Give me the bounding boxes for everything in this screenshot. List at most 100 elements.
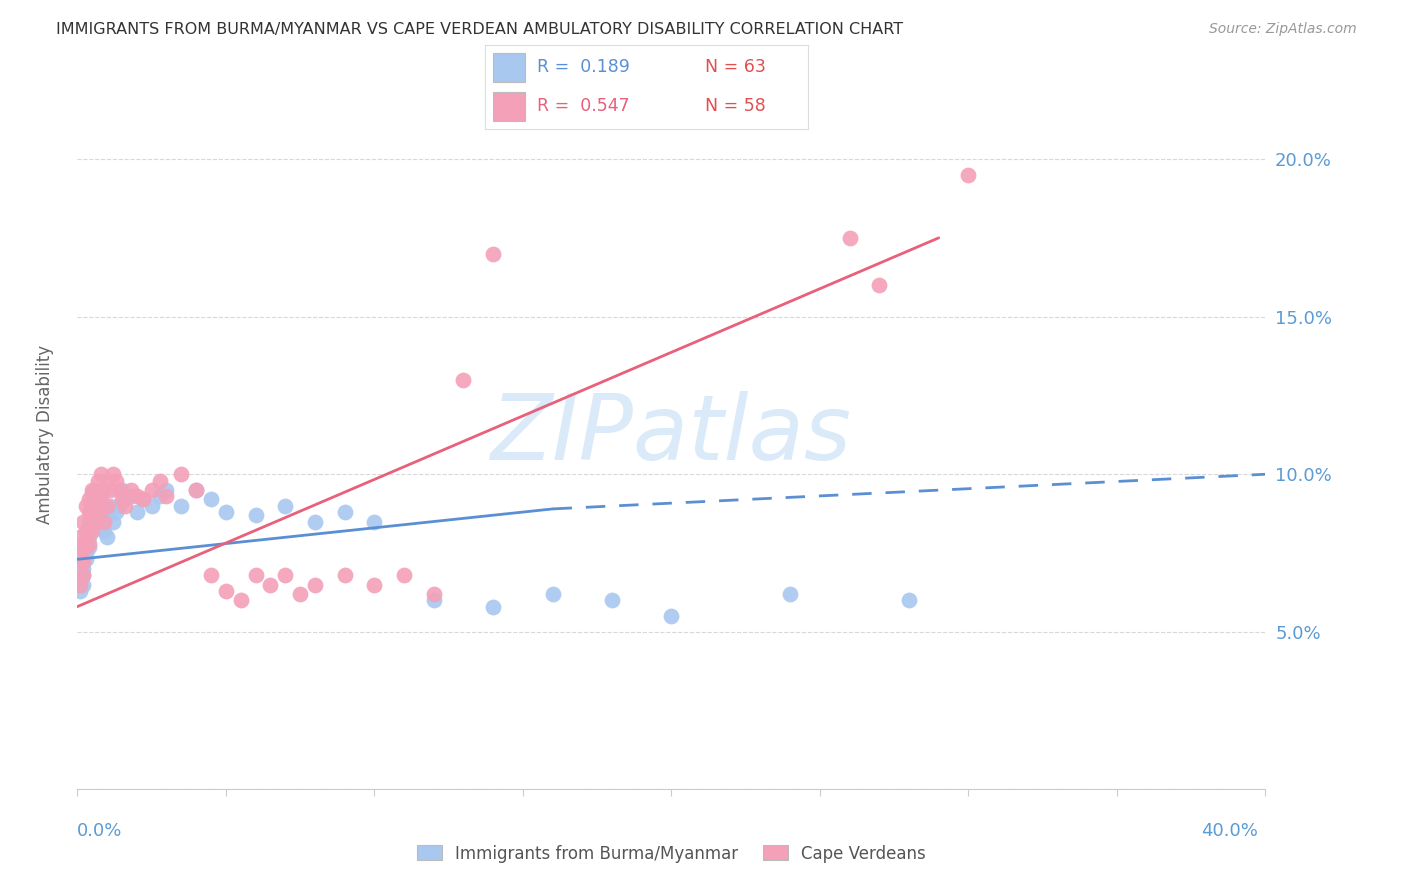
- Point: [72, 536, 94, 550]
- Point: [77, 515, 100, 529]
- FancyBboxPatch shape: [494, 92, 526, 120]
- Point: [304, 515, 326, 529]
- Point: [779, 587, 801, 601]
- Point: [333, 568, 356, 582]
- Point: [82, 486, 104, 500]
- Point: [114, 499, 136, 513]
- Point: [838, 231, 860, 245]
- Point: [72, 568, 94, 582]
- Point: [69, 552, 91, 566]
- Point: [101, 467, 124, 482]
- Point: [75, 499, 97, 513]
- Point: [69, 568, 91, 582]
- Point: [274, 568, 297, 582]
- Point: [82, 505, 104, 519]
- Point: [72, 556, 94, 570]
- Point: [363, 515, 385, 529]
- Point: [75, 524, 97, 538]
- Point: [93, 524, 115, 538]
- Point: [131, 492, 153, 507]
- Point: [259, 577, 281, 591]
- Point: [93, 515, 115, 529]
- Legend: Immigrants from Burma/Myanmar, Cape Verdeans: Immigrants from Burma/Myanmar, Cape Verd…: [416, 845, 927, 863]
- Text: ZIPatlas: ZIPatlas: [491, 391, 852, 479]
- Point: [200, 568, 222, 582]
- Y-axis label: Ambulatory Disability: Ambulatory Disability: [37, 345, 55, 524]
- Text: R =  0.547: R = 0.547: [537, 97, 630, 115]
- Point: [75, 552, 97, 566]
- Text: 40.0%: 40.0%: [1202, 822, 1258, 840]
- Point: [96, 499, 118, 513]
- Point: [69, 577, 91, 591]
- Point: [69, 556, 91, 570]
- Point: [170, 467, 193, 482]
- Point: [77, 492, 100, 507]
- Point: [868, 278, 890, 293]
- Point: [69, 546, 91, 560]
- Point: [72, 542, 94, 557]
- Point: [155, 489, 177, 503]
- Point: [69, 583, 91, 598]
- Text: Source: ZipAtlas.com: Source: ZipAtlas.com: [1209, 22, 1357, 37]
- Point: [200, 492, 222, 507]
- Point: [423, 587, 446, 601]
- Point: [87, 489, 110, 503]
- Point: [482, 246, 505, 260]
- Point: [69, 530, 91, 544]
- Point: [84, 483, 107, 497]
- Point: [87, 505, 110, 519]
- Point: [96, 530, 118, 544]
- Point: [149, 489, 172, 503]
- Point: [84, 489, 107, 503]
- Point: [75, 524, 97, 538]
- Point: [229, 593, 252, 607]
- Point: [120, 489, 142, 503]
- Point: [77, 540, 100, 554]
- Point: [333, 505, 356, 519]
- Point: [170, 499, 193, 513]
- Point: [82, 524, 104, 538]
- Point: [72, 568, 94, 582]
- Point: [75, 533, 97, 548]
- Point: [72, 577, 94, 591]
- Point: [77, 521, 100, 535]
- Point: [96, 474, 118, 488]
- Point: [111, 483, 134, 497]
- FancyBboxPatch shape: [494, 54, 526, 82]
- Point: [245, 508, 267, 523]
- Point: [392, 568, 415, 582]
- Point: [75, 536, 97, 550]
- Point: [111, 492, 134, 507]
- Point: [149, 474, 172, 488]
- Text: IMMIGRANTS FROM BURMA/MYANMAR VS CAPE VERDEAN AMBULATORY DISABILITY CORRELATION : IMMIGRANTS FROM BURMA/MYANMAR VS CAPE VE…: [56, 22, 904, 37]
- Point: [72, 515, 94, 529]
- Point: [93, 511, 115, 525]
- Point: [114, 492, 136, 507]
- Point: [125, 505, 148, 519]
- Point: [245, 568, 267, 582]
- Point: [141, 483, 163, 497]
- Point: [104, 474, 127, 488]
- Point: [82, 499, 104, 513]
- Point: [69, 546, 91, 560]
- Text: R =  0.189: R = 0.189: [537, 59, 630, 77]
- Point: [69, 577, 91, 591]
- Point: [541, 587, 564, 601]
- Point: [101, 515, 124, 529]
- Text: N = 63: N = 63: [704, 59, 766, 77]
- Point: [75, 540, 97, 554]
- Point: [72, 562, 94, 576]
- Point: [304, 577, 326, 591]
- Point: [600, 593, 623, 607]
- Point: [90, 521, 112, 535]
- Point: [82, 515, 104, 529]
- Text: 0.0%: 0.0%: [77, 822, 122, 840]
- Point: [155, 483, 177, 497]
- Point: [957, 168, 980, 182]
- Point: [82, 505, 104, 519]
- Point: [72, 556, 94, 570]
- Point: [96, 508, 118, 523]
- Point: [90, 492, 112, 507]
- Point: [87, 474, 110, 488]
- Point: [120, 483, 142, 497]
